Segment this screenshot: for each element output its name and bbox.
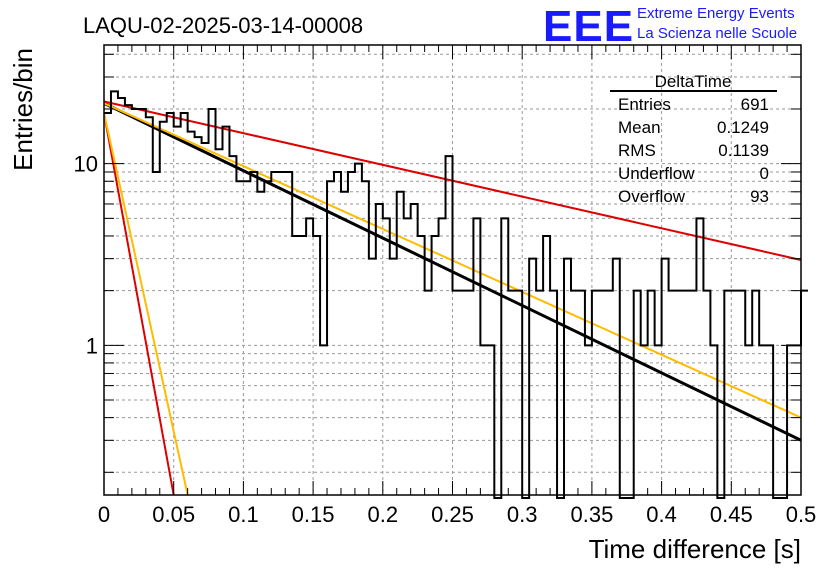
x-tick-label: 0.2 <box>368 502 399 527</box>
stats-rows: Entries 691 Mean 0.1249 RMS 0.1139 Underflow 0 O… <box>618 95 769 206</box>
x-tick-label: 0.35 <box>570 502 613 527</box>
stats-row-value: 93 <box>750 187 769 206</box>
x-tick-label: 0.45 <box>710 502 753 527</box>
y-tick-labels: 1 10 <box>74 152 98 359</box>
x-tick-label: 0.25 <box>431 502 474 527</box>
x-axis-title: Time difference [s] <box>589 534 801 564</box>
x-tick-label: 0.15 <box>292 502 335 527</box>
stats-row-label: Underflow <box>618 164 695 183</box>
fit-line-4 <box>104 112 175 495</box>
stats-row-label: RMS <box>618 141 656 160</box>
stats-row-value: 691 <box>741 95 769 114</box>
x-tick-label: 0.5 <box>786 502 817 527</box>
stats-row-value: 0.1139 <box>718 141 769 160</box>
eee-logo: EEE Extreme Energy Events La Scienza nel… <box>543 2 797 51</box>
x-tick-label: 0 <box>98 502 110 527</box>
y-tick-label: 10 <box>74 152 98 177</box>
stats-row-label: Overflow <box>618 187 686 206</box>
x-tick-label: 0.05 <box>152 502 195 527</box>
x-tick-label: 0.3 <box>507 502 538 527</box>
stats-row-value: 0 <box>760 164 769 183</box>
stats-title: DeltaTime <box>655 72 732 91</box>
stats-row-value: 0.1249 <box>717 118 769 137</box>
eee-logo-line2: La Scienza nelle Scuole <box>637 25 797 42</box>
stats-row-label: Entries <box>618 95 671 114</box>
axis-ticks <box>103 45 802 495</box>
run-title: LAQU-02-2025-03-14-00008 <box>83 13 363 38</box>
eee-logo-line1: Extreme Energy Events <box>637 5 795 22</box>
eee-logo-text: EEE <box>543 2 634 51</box>
x-tick-label: 0.1 <box>228 502 259 527</box>
x-tick-labels: 0 0.05 0.1 0.15 0.2 0.25 0.3 0.35 0.4 0.45 0.5 <box>98 502 816 527</box>
x-tick-label: 0.4 <box>646 502 677 527</box>
fit-line-5 <box>104 112 189 495</box>
y-axis-title: Entries/bin <box>8 48 38 171</box>
stats-row-label: Mean <box>618 118 661 137</box>
stats-box: DeltaTime Entries 691 Mean 0.1249 RMS 0.1139 U… <box>610 72 777 206</box>
histogram-steps <box>104 90 808 499</box>
y-tick-label: 1 <box>86 333 98 358</box>
